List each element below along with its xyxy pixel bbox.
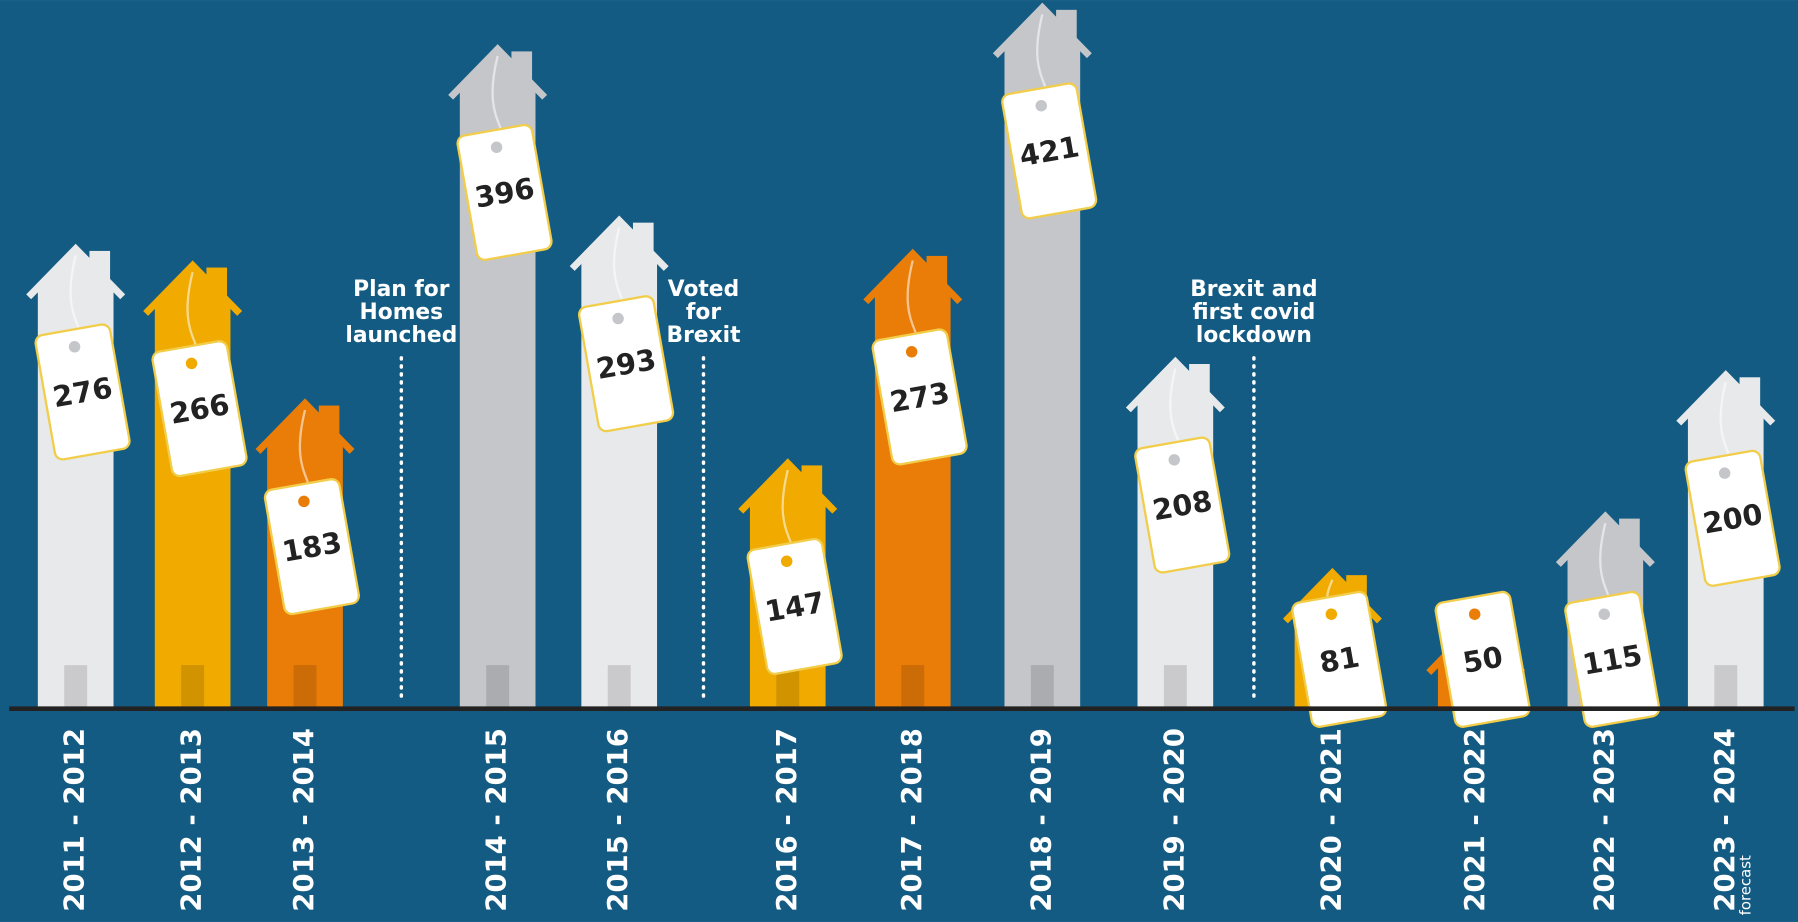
annotation-text: Brexit and [1190, 277, 1317, 302]
roof [1676, 370, 1776, 426]
door [181, 665, 205, 708]
x-tick-label: 2022 - 2023 [1588, 728, 1620, 912]
tag-hole [612, 312, 624, 325]
tag-card [1564, 590, 1661, 728]
x-tick-label: 2020 - 2021 [1315, 728, 1347, 912]
tag-hole [1468, 608, 1481, 620]
x-tick-label: 2016 - 2017 [771, 728, 803, 912]
price-tag: 293 [577, 295, 675, 433]
tag-card [263, 478, 360, 616]
price-tag: 50 [1434, 590, 1531, 728]
tag-card [1434, 590, 1531, 728]
house-bar [154, 265, 231, 708]
price-tag: 183 [263, 478, 360, 616]
price-tag: 147 [746, 537, 843, 676]
x-tick-label: 2018 - 2019 [1025, 728, 1057, 912]
tag-hole [490, 141, 503, 154]
tag-hole [298, 495, 310, 508]
tag-hole [1718, 467, 1731, 479]
door [607, 665, 631, 708]
tag-card [1291, 590, 1388, 728]
annotation-text: Homes [360, 300, 444, 325]
tag-hole [905, 346, 918, 358]
tag-hole [1035, 99, 1047, 112]
price-tag: 421 [1001, 82, 1098, 220]
tag-hole [1325, 608, 1338, 620]
annotation-text: lockdown [1196, 323, 1312, 348]
annotation-text: Brexit [666, 323, 740, 348]
price-tag: 396 [456, 123, 553, 262]
door [1030, 665, 1054, 708]
door [901, 665, 925, 708]
annotation-text: Plan for [353, 277, 450, 302]
door [293, 665, 317, 708]
x-tick-label: 2021 - 2022 [1459, 728, 1491, 912]
tag-hole [1168, 454, 1180, 466]
value-label: 81 [1317, 639, 1362, 679]
tag-card [746, 537, 843, 676]
tag-card [577, 295, 675, 433]
value-label: 50 [1460, 639, 1505, 679]
roof [738, 458, 838, 514]
price-tag: 115 [1564, 590, 1661, 728]
x-tick-sublabel: forecast [1736, 855, 1754, 915]
door [486, 665, 510, 708]
x-tick-label: 2011 - 2012 [59, 728, 91, 912]
tag-card [1001, 82, 1098, 220]
price-tag: 266 [151, 340, 248, 478]
tag-card [456, 123, 553, 262]
tag-hole [68, 341, 81, 353]
price-tag: 276 [34, 323, 131, 461]
annotation-text: first covid [1192, 300, 1315, 325]
annotation-text: for [686, 300, 721, 325]
x-tick-label: 2015 - 2016 [602, 728, 634, 912]
x-tick-label: 2013 - 2014 [288, 728, 320, 912]
x-tick-label: 2017 - 2018 [896, 728, 928, 912]
tag-hole [780, 555, 793, 568]
price-tag: 81 [1291, 590, 1388, 728]
price-tag: 208 [1134, 436, 1231, 574]
tag-hole [1598, 608, 1611, 620]
tag-card [871, 328, 968, 466]
roof [569, 215, 669, 271]
roof [1125, 356, 1225, 413]
annotation-text: launched [345, 323, 457, 348]
roof [1555, 511, 1655, 567]
roof [448, 44, 548, 100]
roof [992, 2, 1092, 59]
x-tick-label: 2014 - 2015 [481, 728, 513, 912]
door [1714, 665, 1738, 708]
x-tick-label: 2012 - 2013 [176, 728, 208, 912]
tag-card [34, 323, 131, 461]
door [64, 665, 88, 708]
door [1163, 665, 1187, 708]
tag-card [1134, 436, 1231, 574]
roof [26, 243, 126, 300]
tag-card [151, 340, 248, 478]
roof [255, 398, 355, 454]
price-tag: 200 [1684, 449, 1781, 587]
x-tick-label: 2023 - 2024 [1709, 728, 1741, 912]
price-tag: 273 [871, 328, 968, 466]
annotation-text: Voted [668, 277, 739, 302]
roof [863, 248, 963, 305]
x-tick-label: 2019 - 2020 [1158, 728, 1190, 912]
roof [143, 260, 243, 316]
door [776, 665, 800, 708]
tag-hole [185, 357, 198, 370]
tag-card [1684, 449, 1781, 587]
